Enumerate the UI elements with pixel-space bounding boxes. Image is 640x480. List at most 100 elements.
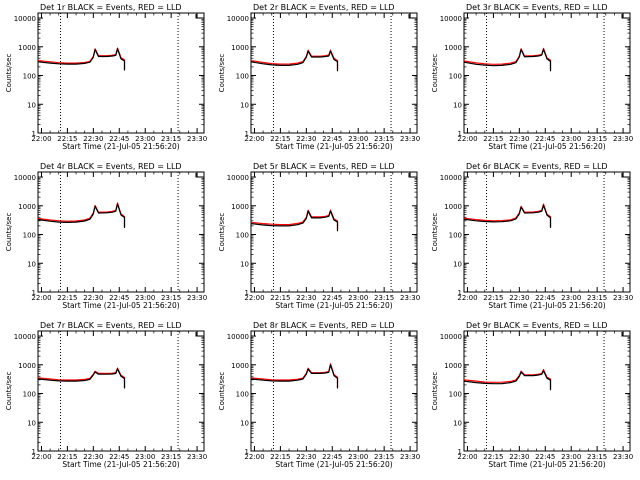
x-tick-label: 23:15	[587, 294, 607, 302]
y-tick-label: 100	[23, 73, 36, 81]
x-tick-label: 22:45	[535, 294, 555, 302]
chart-title: Det 2r BLACK = Events, RED = LLD	[253, 3, 395, 12]
y-axis-label: Counts/sec	[431, 54, 439, 93]
x-tick-label: 23:30	[187, 135, 207, 143]
chart-title: Det 9r BLACK = Events, RED = LLD	[466, 321, 608, 330]
series-line-events	[463, 204, 552, 228]
x-tick-label: 22:30	[83, 135, 103, 143]
x-tick-label: 23:30	[613, 135, 633, 143]
y-tick-label: 1	[458, 289, 462, 297]
y-tick-label: 10	[240, 260, 249, 268]
series-line-lld	[37, 47, 126, 69]
plot-frame	[250, 12, 418, 134]
x-tick-label: 22:15	[483, 453, 503, 461]
x-tick-label: 22:45	[535, 453, 555, 461]
y-tick-label: 10000	[440, 174, 462, 182]
x-tick-label: 23:15	[161, 135, 181, 143]
chart-title: Det 8r BLACK = Events, RED = LLD	[253, 321, 395, 330]
x-axis-label: Start Time (21-Jul-05 21:56:20)	[62, 301, 179, 310]
y-axis-label: Counts/sec	[5, 54, 13, 93]
chart-panel-6: Det 6r BLACK = Events, RED = LLD 1 10 100 10…	[431, 162, 633, 310]
y-tick-label: 10000	[227, 15, 249, 23]
y-axis-label: Counts/sec	[218, 54, 226, 93]
series-line-lld	[463, 369, 552, 389]
x-tick-label: 22:15	[270, 135, 290, 143]
x-tick-label: 23:00	[135, 453, 155, 461]
x-tick-label: 22:00	[31, 135, 51, 143]
y-tick-label: 10	[27, 260, 36, 268]
y-tick-label: 10000	[440, 15, 462, 23]
y-axis-label: Counts/sec	[431, 372, 439, 411]
series-line-events	[250, 50, 339, 72]
chart-panel-9: Det 9r BLACK = Events, RED = LLD 1 10 100 10…	[431, 321, 633, 469]
y-tick-label: 10000	[14, 15, 36, 23]
series-line-lld	[250, 363, 339, 387]
chart-title: Det 4r BLACK = Events, RED = LLD	[40, 162, 182, 171]
x-tick-label: 23:30	[187, 453, 207, 461]
x-axis-label: Start Time (21-Jul-05 21:56:20)	[275, 301, 392, 310]
x-tick-label: 22:00	[31, 294, 51, 302]
x-tick-label: 23:15	[374, 453, 394, 461]
x-tick-label: 22:15	[57, 453, 77, 461]
plot-frame	[250, 330, 418, 452]
y-tick-label: 10000	[14, 174, 36, 182]
y-tick-label: 1000	[231, 203, 249, 211]
series-line-lld	[250, 209, 339, 230]
x-tick-label: 22:15	[57, 294, 77, 302]
x-tick-label: 22:30	[83, 453, 103, 461]
y-tick-label: 1	[458, 448, 462, 456]
x-tick-label: 22:30	[509, 294, 529, 302]
y-tick-label: 100	[23, 232, 36, 240]
y-tick-label: 1000	[231, 362, 249, 370]
x-tick-label: 22:00	[457, 453, 477, 461]
x-tick-label: 23:30	[400, 453, 420, 461]
y-tick-label: 10000	[227, 174, 249, 182]
y-tick-label: 100	[449, 232, 462, 240]
chart-panel-7: Det 7r BLACK = Events, RED = LLD 1 10 100 10…	[5, 321, 207, 469]
y-tick-label: 100	[23, 391, 36, 399]
y-tick-label: 10	[453, 101, 462, 109]
x-axis-label: Start Time (21-Jul-05 21:56:20)	[488, 460, 605, 469]
y-tick-label: 1000	[18, 44, 36, 52]
x-tick-label: 22:15	[57, 135, 77, 143]
x-tick-label: 23:00	[135, 294, 155, 302]
x-tick-label: 23:00	[348, 453, 368, 461]
y-tick-label: 1	[32, 289, 36, 297]
x-tick-label: 23:00	[561, 453, 581, 461]
x-tick-label: 23:30	[400, 135, 420, 143]
chart-panel-1: Det 1r BLACK = Events, RED = LLD 1 10 100 10…	[5, 3, 207, 151]
chart-panel-2: Det 2r BLACK = Events, RED = LLD 1 10 100 10…	[218, 3, 420, 151]
series-line-events	[250, 364, 339, 389]
series-line-lld	[463, 203, 552, 227]
chart-title: Det 7r BLACK = Events, RED = LLD	[40, 321, 182, 330]
x-tick-label: 23:30	[400, 294, 420, 302]
x-tick-label: 22:00	[457, 294, 477, 302]
y-axis-label: Counts/sec	[5, 213, 13, 252]
y-tick-label: 100	[236, 232, 249, 240]
y-tick-label: 1000	[444, 362, 462, 370]
series-line-lld	[37, 202, 126, 227]
x-tick-label: 22:45	[322, 453, 342, 461]
x-tick-label: 23:00	[348, 135, 368, 143]
x-tick-label: 23:15	[161, 294, 181, 302]
series-line-lld	[250, 49, 339, 70]
y-tick-label: 10000	[227, 333, 249, 341]
x-tick-label: 23:30	[613, 294, 633, 302]
y-tick-label: 1000	[444, 203, 462, 211]
series-line-events	[37, 203, 126, 228]
y-tick-label: 1	[32, 448, 36, 456]
y-tick-label: 10	[27, 419, 36, 427]
y-tick-label: 1000	[18, 203, 36, 211]
y-tick-label: 10	[240, 419, 249, 427]
x-tick-label: 22:45	[322, 135, 342, 143]
x-axis-label: Start Time (21-Jul-05 21:56:20)	[488, 301, 605, 310]
x-tick-label: 22:30	[296, 135, 316, 143]
x-tick-label: 22:45	[109, 453, 129, 461]
x-axis-label: Start Time (21-Jul-05 21:56:20)	[488, 142, 605, 151]
x-tick-label: 22:15	[483, 135, 503, 143]
series-line-lld	[37, 367, 126, 387]
y-tick-label: 1	[245, 448, 249, 456]
y-tick-label: 10	[240, 101, 249, 109]
y-tick-label: 10	[453, 419, 462, 427]
